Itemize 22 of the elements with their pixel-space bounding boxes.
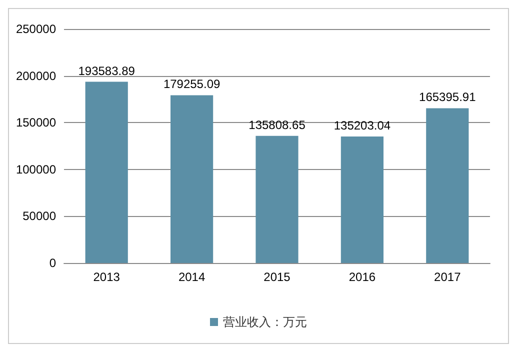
y-tick-label: 200000: [16, 68, 56, 83]
x-tick-label: 2013: [93, 270, 120, 284]
data-label: 193583.89: [78, 64, 136, 78]
y-tick-label: 50000: [22, 209, 56, 224]
data-label: 135203.04: [334, 118, 391, 132]
x-tick-label: 2015: [264, 270, 291, 284]
legend-label: 营业收入：万元: [223, 315, 307, 329]
y-tick-label: 150000: [16, 116, 56, 130]
data-label: 179255.09: [163, 77, 220, 92]
x-tick-label: 2016: [348, 270, 376, 284]
bar: [426, 108, 469, 263]
y-tick-label: 0: [49, 256, 56, 270]
y-tick-label: 100000: [16, 162, 56, 176]
bar: [170, 95, 214, 263]
x-tick-label: 2014: [178, 270, 206, 284]
bar: [340, 136, 384, 263]
data-label: 165395.91: [419, 90, 476, 104]
x-tick-label: 2017: [434, 270, 462, 284]
bar: [85, 82, 128, 263]
bar: [256, 136, 298, 263]
data-label: 135808.65: [248, 118, 306, 132]
y-tick-label: 250000: [16, 22, 56, 36]
